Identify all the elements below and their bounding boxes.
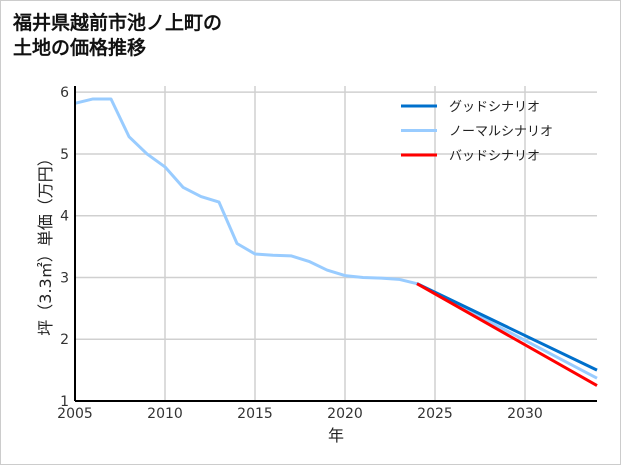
chart-title-line2: 土地の価格推移 — [13, 37, 147, 59]
x-axis-label: 年 — [328, 426, 344, 445]
x-tick-label: 2030 — [507, 406, 543, 422]
x-tick-label: 2025 — [417, 406, 453, 422]
y-tick-label: 6 — [60, 85, 69, 101]
chart-title: 福井県越前市池ノ上町の 土地の価格推移 — [13, 11, 222, 61]
x-tick-label: 2020 — [327, 406, 363, 422]
legend-label: バッドシナリオ — [449, 149, 540, 164]
y-tick-label: 2 — [60, 332, 69, 348]
y-tick-label: 5 — [60, 147, 69, 163]
x-tick-label: 2010 — [147, 406, 183, 422]
chart-title-line1: 福井県越前市池ノ上町の — [13, 12, 223, 34]
legend-label: ノーマルシナリオ — [449, 125, 553, 140]
series-line-0 — [416, 282, 598, 372]
y-axis-label: 坪（3.3㎡）単価（万円） — [36, 150, 55, 335]
x-tick-label: 2015 — [237, 406, 273, 422]
y-tick-label: 3 — [60, 270, 69, 286]
x-tick-label: 2005 — [57, 406, 93, 422]
series-line-2 — [416, 282, 598, 387]
y-tick-label: 4 — [60, 209, 69, 225]
series-line-1 — [74, 97, 598, 380]
y-tick-label: 1 — [60, 394, 69, 410]
legend-label: グッドシナリオ — [449, 100, 540, 115]
